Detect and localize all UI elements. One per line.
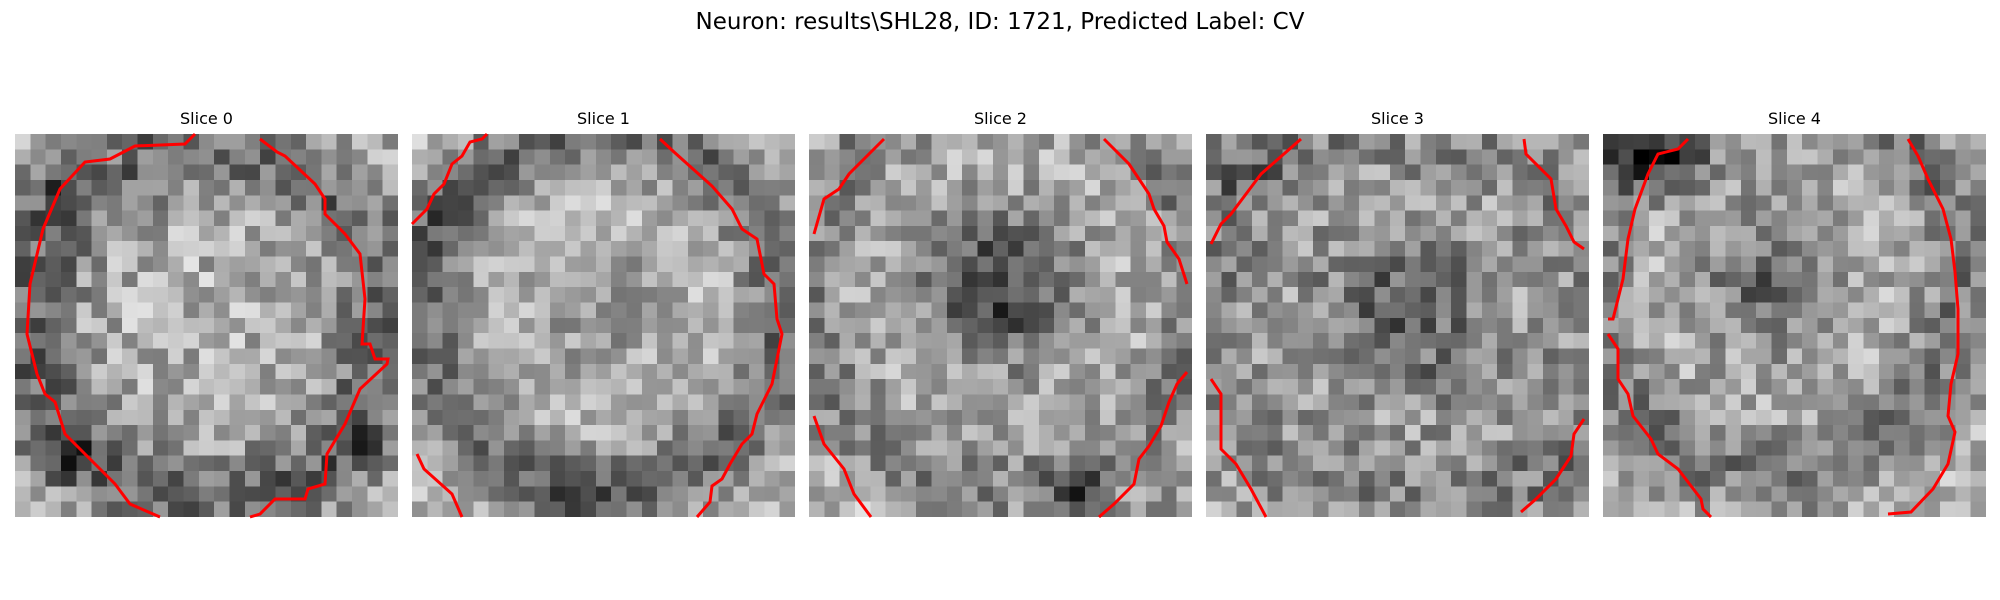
- slice-1-image: [412, 134, 795, 517]
- slice-3-title: Slice 3: [1371, 109, 1424, 128]
- slice-4-title: Slice 4: [1768, 109, 1821, 128]
- slice-2-title: Slice 2: [974, 109, 1027, 128]
- slice-2-contour: [812, 137, 1189, 519]
- slice-0-contour: [25, 132, 390, 519]
- slice-4-contour: [1606, 137, 1960, 519]
- slice-0-title: Slice 0: [180, 109, 233, 128]
- slice-1-contour: [410, 132, 784, 518]
- figure-title: Neuron: results\SHL28, ID: 1721, Predict…: [695, 9, 1305, 35]
- slice-3-image: [1206, 134, 1589, 517]
- slice-2-image: [809, 134, 1192, 517]
- slice-4-image: [1603, 134, 1986, 517]
- slice-0-image: [15, 134, 398, 517]
- slice-1-title: Slice 1: [577, 109, 630, 128]
- slice-3-contour: [1209, 137, 1586, 518]
